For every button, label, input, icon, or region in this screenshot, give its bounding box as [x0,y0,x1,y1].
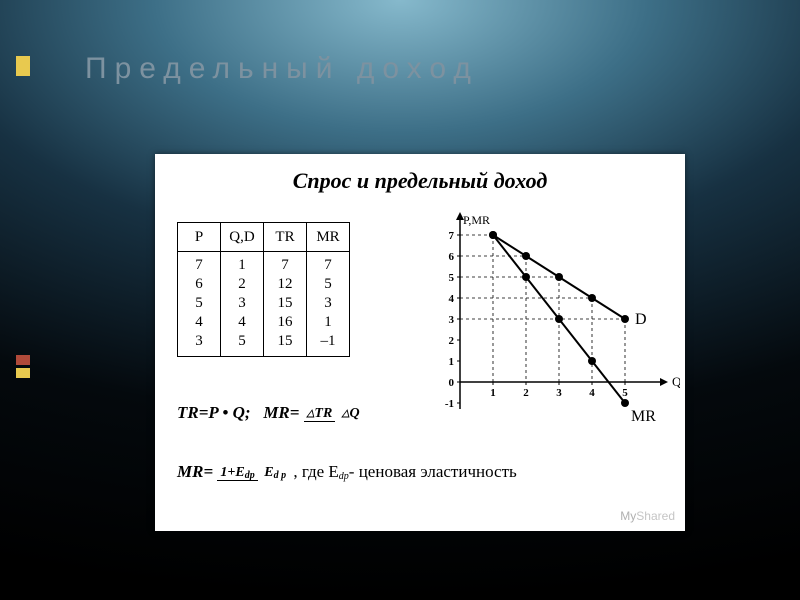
svg-text:2: 2 [449,335,455,347]
svg-text:P,MR: P,MR [463,213,490,227]
slide: { "slide": { "title": "Предельный доход"… [0,0,800,600]
col-P: P [178,223,221,252]
svg-text:MR: MR [631,408,656,425]
svg-text:6: 6 [449,251,455,263]
card-title: Спрос и предельный доход [155,168,685,194]
svg-text:3: 3 [449,314,455,326]
col-TR: TR [264,223,307,252]
formula-line-2: MR= 1+Edp Ed p , где Edp- ценовая эласти… [177,462,517,482]
svg-text:Q: Q [672,374,680,389]
svg-text:-1: -1 [445,398,454,410]
cells-QD: 12 34 5 [221,252,264,357]
cells-TR: 712 1516 15 [264,252,307,357]
table-header-row: P Q,D TR MR [178,223,350,252]
col-QD: Q,D [221,223,264,252]
cells-P: 76 54 3 [178,252,221,357]
svg-text:5: 5 [449,272,455,284]
svg-text:1: 1 [449,356,455,368]
accent-bar-mid2 [16,368,30,378]
svg-text:D: D [635,311,647,328]
accent-bar-top [16,56,30,76]
svg-text:7: 7 [449,230,455,242]
svg-text:3: 3 [556,387,562,399]
svg-text:1: 1 [490,387,496,399]
slide-title: Предельный доход [85,52,479,86]
svg-text:4: 4 [589,387,595,399]
watermark: MyShared [620,509,675,523]
accent-bar-mid1 [16,355,30,365]
demand-mr-chart: -1 0 1 2 3 4 5 6 7 1 2 3 4 5 P,MR Q D MR [425,202,680,452]
content-card: Спрос и предельный доход P Q,D TR MR 76 … [155,154,685,531]
table-body-row: 76 54 3 12 34 5 712 1516 15 75 31 –1 [178,252,350,357]
svg-text:0: 0 [449,377,455,389]
svg-text:5: 5 [622,387,628,399]
svg-text:2: 2 [523,387,529,399]
svg-text:4: 4 [449,293,455,305]
formula-line-1: TR=P • Q; MR= △TR △Q [177,404,363,423]
col-MR: MR [307,223,350,252]
data-table: P Q,D TR MR 76 54 3 12 34 5 712 1516 [177,222,350,357]
cells-MR: 75 31 –1 [307,252,350,357]
